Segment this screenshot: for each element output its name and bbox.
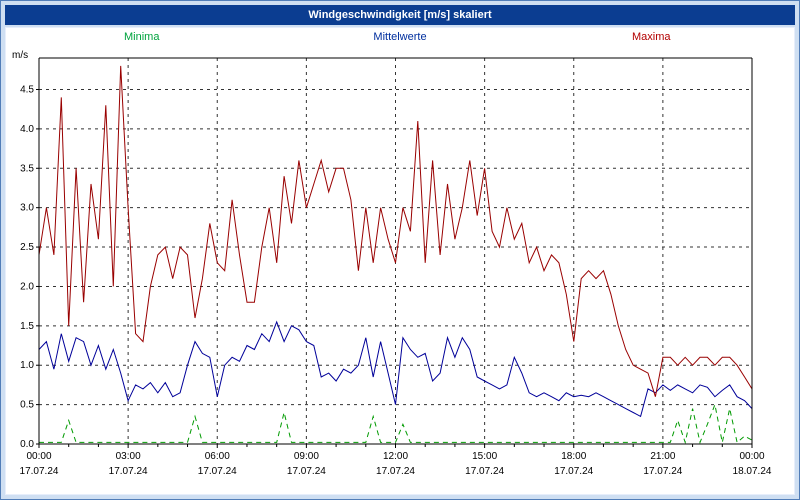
svg-text:17.07.24: 17.07.24: [643, 466, 682, 477]
svg-text:1.5: 1.5: [20, 321, 34, 332]
legend-maxima: Maxima: [632, 31, 671, 43]
svg-text:17.07.24: 17.07.24: [465, 466, 504, 477]
svg-text:17.07.24: 17.07.24: [554, 466, 593, 477]
chart-panel: Minima Mittelwerte Maxima 0.0 0.5 1.0 1.5 2.…: [5, 27, 795, 495]
series-maxima: [38, 65, 753, 397]
window-title: Windgeschwindigkeit [m/s] skaliert: [308, 9, 492, 21]
svg-text:00:00: 00:00: [739, 451, 764, 462]
gridlines: [39, 58, 752, 444]
legend-mittelwerte: Mittelwerte: [373, 31, 427, 43]
svg-text:00:00: 00:00: [26, 451, 51, 462]
series-minima: [39, 402, 753, 445]
svg-text:17.07.24: 17.07.24: [376, 466, 415, 477]
svg-text:2.5: 2.5: [20, 242, 34, 253]
svg-text:m/s: m/s: [12, 50, 28, 61]
svg-text:17.07.24: 17.07.24: [198, 466, 237, 477]
svg-text:17.07.24: 17.07.24: [20, 466, 59, 477]
svg-text:03:00: 03:00: [116, 451, 141, 462]
svg-text:17.07.24: 17.07.24: [287, 466, 326, 477]
svg-text:4.5: 4.5: [20, 85, 34, 96]
legend-minima: Minima: [124, 31, 160, 43]
svg-text:17.07.24: 17.07.24: [109, 466, 148, 477]
svg-text:0.5: 0.5: [20, 400, 34, 411]
svg-text:06:00: 06:00: [205, 451, 230, 462]
x-axis-labels: 00:00 17.07.24 03:00 17.07.24 06:00 17.07.24 0…: [20, 451, 772, 477]
series-mittelwerte: [38, 320, 753, 418]
svg-text:18:00: 18:00: [561, 451, 586, 462]
svg-text:3.0: 3.0: [20, 203, 34, 214]
title-bar: Windgeschwindigkeit [m/s] skaliert: [5, 5, 795, 25]
svg-text:12:00: 12:00: [383, 451, 408, 462]
wind-speed-chart: 0.0 0.5 1.0 1.5 2.0 2.5 3.0 3.5 4.0 4.5 m/s 00:00 17…: [12, 50, 772, 477]
svg-text:0.0: 0.0: [20, 439, 34, 450]
svg-text:09:00: 09:00: [294, 451, 319, 462]
legend: Minima Mittelwerte Maxima: [6, 28, 794, 46]
svg-text:21:00: 21:00: [650, 451, 675, 462]
svg-text:2.0: 2.0: [20, 281, 34, 292]
y-axis-labels: 0.0 0.5 1.0 1.5 2.0 2.5 3.0 3.5 4.0 4.5 m/s: [12, 50, 34, 450]
svg-text:15:00: 15:00: [472, 451, 497, 462]
svg-text:4.0: 4.0: [20, 124, 34, 135]
svg-text:1.0: 1.0: [20, 360, 34, 371]
svg-text:18.07.24: 18.07.24: [733, 466, 772, 477]
svg-text:3.5: 3.5: [20, 163, 34, 174]
axes: [36, 57, 753, 448]
